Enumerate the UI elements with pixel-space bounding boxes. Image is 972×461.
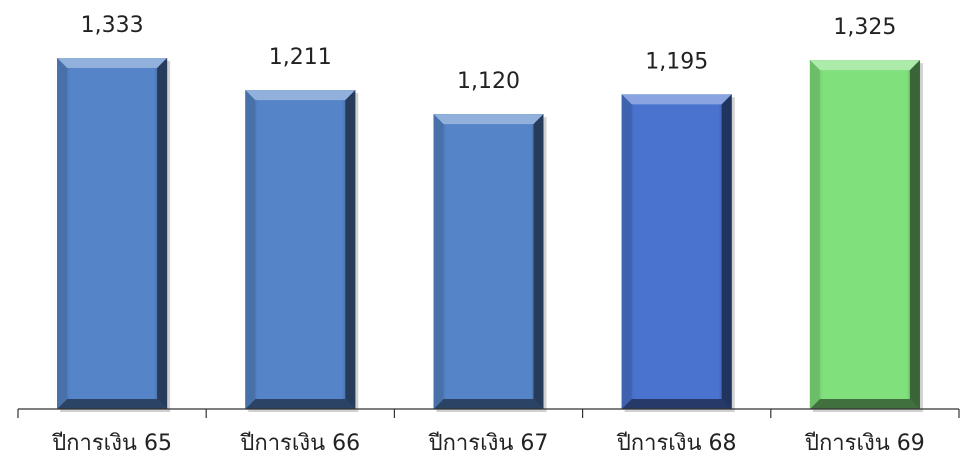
data-label-2: 1,211	[269, 45, 332, 70]
data-label-4: 1,195	[645, 49, 708, 74]
data-label-5: 1,325	[833, 15, 896, 40]
x-tick-label-4: ปีการเงิน 68	[616, 431, 737, 456]
data-label-3: 1,120	[457, 69, 520, 94]
data-labels-layer: 1,333 1,211 1,120 1,195 1,325	[81, 13, 897, 94]
bars-layer	[57, 58, 923, 412]
bar-5	[809, 60, 923, 412]
data-label-1: 1,333	[81, 13, 144, 38]
bar-1	[57, 58, 171, 412]
bar-4	[621, 94, 735, 412]
x-tick-label-5: ปีการเงิน 69	[804, 431, 925, 456]
x-tick-label-2: ปีการเงิน 66	[239, 431, 360, 456]
x-tick-label-3: ปีการเงิน 67	[427, 431, 548, 456]
x-tick-label-1: ปีการเงิน 65	[51, 431, 172, 456]
bar-2	[245, 90, 359, 412]
bar-3	[433, 114, 547, 412]
x-axis: ปีการเงิน 65 ปีการเงิน 66 ปีการเงิน 67 ปีกา…	[17, 408, 960, 456]
